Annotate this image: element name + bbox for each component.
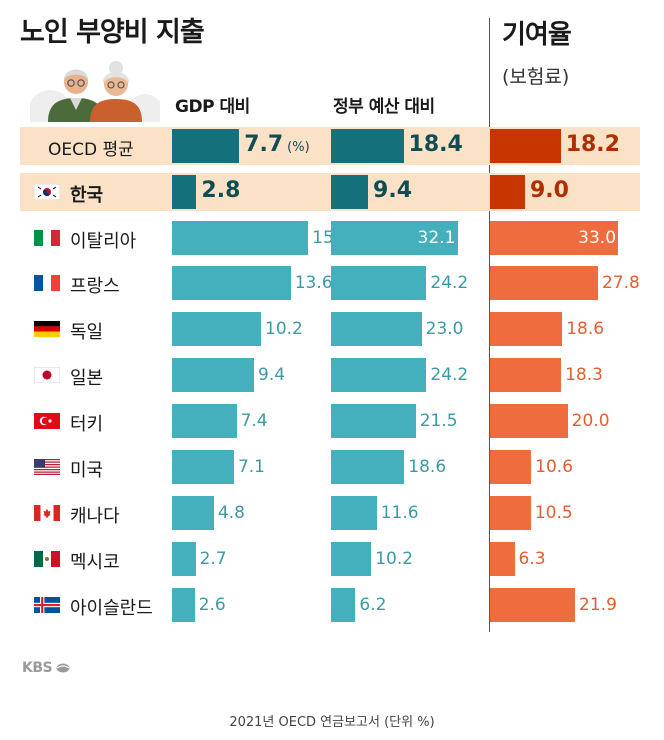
country-label: 멕시코	[70, 552, 120, 573]
country-label: 터키	[70, 414, 104, 435]
value-label: 9.0	[529, 178, 569, 203]
bar-gdp	[172, 496, 214, 530]
value-label: 24.2	[430, 365, 469, 385]
value-label: 18.2	[565, 132, 620, 157]
budget-column-header: 정부 예산 대비	[333, 97, 435, 117]
value-label: 13.6	[294, 273, 333, 293]
value-label: 2.8	[201, 178, 241, 203]
highlight-row-bg	[20, 173, 640, 211]
contrib-subheader: (보험료)	[502, 66, 570, 88]
bar-gdp	[172, 404, 237, 438]
bar-gdp	[172, 450, 234, 484]
country-label: 미국	[70, 460, 104, 481]
gdp-column-header: GDP 대비	[175, 97, 250, 117]
value-label: 7.4	[240, 411, 268, 431]
country-label: 독일	[70, 322, 104, 343]
value-label: 9.4	[373, 178, 413, 203]
value-label: 18.6	[408, 457, 447, 477]
turkey-flag-icon	[34, 413, 60, 429]
value-label: 21.5	[419, 411, 458, 431]
country-label: 이탈리아	[70, 231, 137, 252]
value-label: 9.4	[258, 365, 286, 385]
bar-gdp	[172, 129, 240, 163]
bar-gdp	[172, 266, 291, 300]
value-label: 6.3	[518, 549, 546, 569]
country-label: 일본	[70, 368, 104, 389]
bar-budget	[331, 312, 422, 346]
mexico-flag-icon	[34, 551, 60, 567]
bar-budget	[331, 266, 427, 300]
bar-budget	[331, 588, 356, 622]
value-label: 18.6	[566, 319, 605, 339]
value-label: 32.1	[417, 228, 456, 248]
usa-flag-icon	[34, 459, 60, 475]
value-label: 10.2	[265, 319, 303, 339]
value-label: 4.8	[217, 503, 245, 523]
value-label: 18.4	[408, 132, 463, 157]
value-label: 7.7 (%)	[244, 132, 310, 157]
value-label: 2.6	[198, 595, 226, 615]
bar-contrib	[490, 358, 562, 392]
bar-budget	[331, 450, 405, 484]
korea-flag-icon	[34, 184, 60, 200]
italy-flag-icon	[34, 230, 60, 246]
bar-gdp	[172, 175, 197, 209]
value-label: 10.2	[375, 549, 414, 569]
kbs-logo-text: KBS	[22, 660, 53, 676]
france-flag-icon	[34, 275, 60, 291]
bar-gdp	[172, 221, 309, 255]
bar-budget	[331, 129, 404, 163]
value-label: 10.6	[535, 457, 574, 477]
country-label: OECD 평균	[48, 140, 134, 160]
value-label: 33.0	[578, 228, 617, 248]
kbs-logo-icon	[56, 663, 70, 673]
canada-flag-icon	[34, 505, 60, 521]
value-label: 18.3	[565, 365, 603, 385]
bar-contrib	[490, 175, 525, 209]
value-label: 11.6	[380, 503, 419, 523]
bar-gdp	[172, 358, 254, 392]
value-label: 10.5	[534, 503, 573, 523]
bar-budget	[331, 175, 368, 209]
value-label: 20.0	[571, 411, 610, 431]
bar-gdp	[172, 588, 195, 622]
contrib-divider	[489, 18, 490, 632]
value-label: 23.0	[425, 319, 464, 339]
country-label: 프랑스	[70, 276, 120, 297]
source-note: 2021년 OECD 연금보고서 (단위 %)	[229, 715, 435, 730]
value-label: 6.2	[359, 595, 387, 615]
bar-contrib	[490, 542, 515, 576]
country-label: 캐나다	[70, 506, 120, 527]
bar-budget	[331, 358, 427, 392]
kbs-logo: KBS	[22, 660, 70, 676]
bar-budget	[331, 221, 458, 255]
value-label: 7.1	[237, 457, 265, 477]
country-label: 한국	[70, 185, 104, 206]
contrib-header: 기여율	[502, 20, 572, 50]
value-label: 2.7	[199, 549, 227, 569]
value-label: 24.2	[430, 273, 469, 293]
unit-label: (%)	[287, 140, 310, 155]
bar-budget	[331, 542, 372, 576]
bar-contrib	[490, 496, 531, 530]
bar-contrib	[490, 312, 563, 346]
value-label: 27.8	[601, 273, 640, 293]
bar-contrib	[490, 266, 598, 300]
japan-flag-icon	[34, 367, 60, 383]
bar-budget	[331, 496, 377, 530]
value-label: 21.9	[579, 595, 617, 615]
bar-contrib	[490, 221, 619, 255]
chart-title: 노인 부양비 지출	[20, 17, 205, 48]
bar-gdp	[172, 542, 196, 576]
bar-contrib	[490, 450, 532, 484]
bar-budget	[331, 404, 416, 438]
iceland-flag-icon	[34, 597, 60, 613]
germany-flag-icon	[34, 321, 60, 337]
bar-contrib	[490, 588, 576, 622]
bar-contrib	[490, 129, 561, 163]
bar-contrib	[490, 404, 568, 438]
bar-gdp	[172, 312, 261, 346]
elderly-couple-illustration	[30, 61, 160, 122]
country-label: 아이슬란드	[70, 598, 153, 619]
